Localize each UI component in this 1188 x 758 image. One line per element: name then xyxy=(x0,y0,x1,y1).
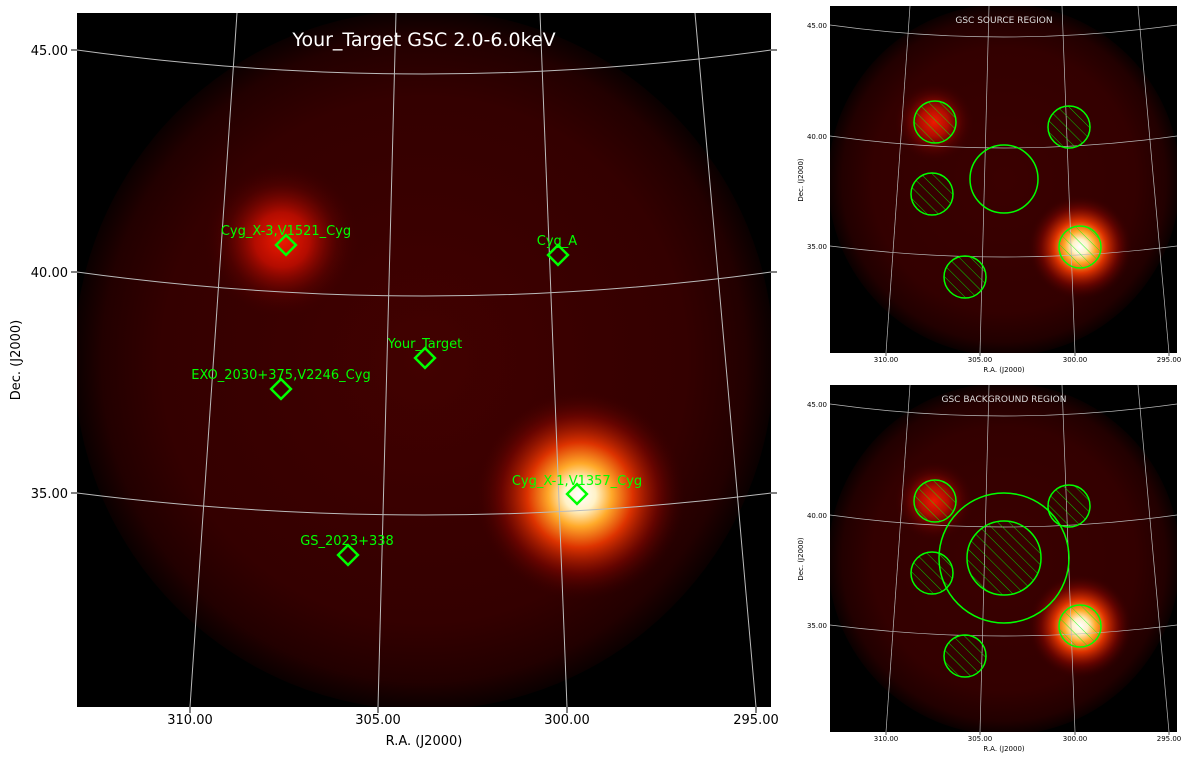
main-panel: Cyg_X-3,V1521_Cyg Cyg_A Your_Target EXO_… xyxy=(9,13,779,749)
main-x-axis-label: R.A. (J2000) xyxy=(386,734,463,749)
bg-region-exo xyxy=(910,551,954,595)
src-region-gs xyxy=(943,255,987,299)
exo-2030-marker xyxy=(269,377,293,401)
your-target-marker xyxy=(413,346,437,370)
main-ticks xyxy=(71,49,777,713)
src-ra-tick-295: 295.00 xyxy=(1157,356,1182,364)
main-title: Your_Target GSC 2.0-6.0keV xyxy=(291,29,555,51)
main-dec-tick-40: 40.00 xyxy=(31,266,68,281)
bg-region-gs xyxy=(943,634,987,678)
cyg-x1-marker xyxy=(565,482,589,506)
bg-region-cyg-a xyxy=(1047,484,1091,528)
cyg-a-marker xyxy=(546,243,570,267)
src-y-axis-label: Dec. (J2000) xyxy=(797,158,805,202)
main-ra-tick-305: 305.00 xyxy=(355,713,401,728)
source-panel-title: GSC SOURCE REGION xyxy=(955,16,1052,26)
src-region-cyg-x1 xyxy=(1058,225,1102,269)
bg-y-axis-label: Dec. (J2000) xyxy=(797,537,805,581)
bg-ra-tick-310: 310.00 xyxy=(874,735,899,743)
background-panel-title: GSC BACKGROUND REGION xyxy=(942,395,1067,405)
main-dec-tick-45: 45.00 xyxy=(31,44,68,59)
src-region-exo xyxy=(910,172,954,216)
source-label-cyg-a: Cyg_A xyxy=(537,234,578,249)
source-label-gs-2023: GS_2023+338 xyxy=(300,534,394,549)
source-label-cyg-x1: Cyg_X-1,V1357_Cyg xyxy=(512,474,642,489)
bg-dec-tick-45: 45.00 xyxy=(807,401,827,409)
bg-region-cyg-x1 xyxy=(1058,604,1102,648)
bg-dec-tick-40: 40.00 xyxy=(807,512,827,520)
source-label-exo-2030: EXO_2030+375,V2246_Cyg xyxy=(191,368,370,383)
src-region-target xyxy=(969,144,1039,214)
main-grid xyxy=(77,13,771,707)
bg-region-target-excluded xyxy=(966,520,1042,596)
bg-dec-tick-35: 35.00 xyxy=(807,622,827,630)
bg-x-axis-label: R.A. (J2000) xyxy=(983,745,1025,753)
main-dec-tick-35: 35.00 xyxy=(31,487,68,502)
cyg-x1-emission xyxy=(475,390,685,600)
src-ra-tick-300: 300.00 xyxy=(1063,356,1088,364)
src-region-cyg-x3 xyxy=(913,100,957,144)
src-region-cyg-a xyxy=(1047,105,1091,149)
src-dec-tick-45: 45.00 xyxy=(807,22,827,30)
source-label-cyg-x3: Cyg_X-3,V1521_Cyg xyxy=(221,224,351,239)
main-y-axis-label: Dec. (J2000) xyxy=(9,320,24,400)
cyg-x3-marker xyxy=(274,233,298,257)
bg-ra-tick-305: 305.00 xyxy=(968,735,993,743)
bg-region-cyg-x3 xyxy=(913,479,957,523)
source-markers xyxy=(269,233,589,567)
gs-2023-marker xyxy=(336,543,360,567)
main-ra-tick-310: 310.00 xyxy=(167,713,213,728)
source-region-panel: GSC SOURCE REGION 310.00 305.00 300.00 2… xyxy=(797,6,1182,374)
bg-ra-tick-295: 295.00 xyxy=(1157,735,1182,743)
src-ra-tick-310: 310.00 xyxy=(874,356,899,364)
src-ra-tick-305: 305.00 xyxy=(968,356,993,364)
main-ra-tick-295: 295.00 xyxy=(733,713,779,728)
background-region-panel: GSC BACKGROUND REGION 310.00 305.00 300.… xyxy=(797,385,1182,753)
source-label-your-target: Your_Target xyxy=(387,337,462,352)
main-ra-tick-300: 300.00 xyxy=(544,713,590,728)
src-x-axis-label: R.A. (J2000) xyxy=(983,366,1025,374)
src-dec-tick-35: 35.00 xyxy=(807,243,827,251)
src-dec-tick-40: 40.00 xyxy=(807,133,827,141)
bg-ra-tick-300: 300.00 xyxy=(1063,735,1088,743)
